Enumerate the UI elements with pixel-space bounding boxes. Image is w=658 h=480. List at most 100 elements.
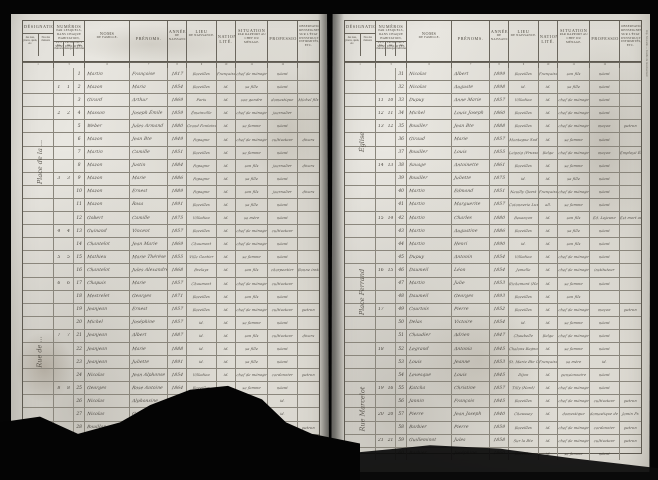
table-row[interactable]: 31 Nicolas Albert 1899 Bazeilles Française son…: [345, 68, 641, 82]
table-row[interactable]: 43 Martin Augustine 1886 Bazeilles id. sa fill…: [345, 225, 641, 239]
table-row[interactable]: 2 2 4 Masson Joseph Émile 1859 Émainville id. ch…: [23, 107, 319, 121]
cell-prenom: Marguerite: [452, 198, 490, 212]
cell-observation: patron: [298, 369, 319, 381]
table-row[interactable]: 50 Delas Victoire 1854 id. id. sa femme néant: [345, 316, 641, 330]
cell-nationalite-text: id.: [223, 229, 229, 234]
cell-maison-number: 13: [378, 123, 384, 129]
col-num: 7: [147, 63, 150, 66]
cell-profession-text: journalier: [272, 189, 293, 195]
header-annee-label: ANNÉE: [168, 29, 187, 34]
cell-annee-text: 1888: [170, 346, 184, 352]
table-row[interactable]: 7 7 21 Jeanjean Albert 1887 id. id. son fils cult…: [23, 329, 319, 343]
table-row[interactable]: 21 21 59 Guilleminot Jules 1858 Sur la Bte id. c…: [345, 434, 641, 448]
table-row[interactable]: 32 Nicolas Auguste 1898 id. id. sa fille néant: [345, 81, 641, 95]
cell-situation: sa femme: [558, 133, 591, 146]
table-row[interactable]: 40 Martin Edmond 1851 Neuilly Quest Française…: [345, 185, 641, 199]
table-row[interactable]: 44 Martin Henri 1890 id. id. son fils néant: [345, 238, 641, 252]
cell-profession-text: néant: [276, 360, 289, 365]
table-row[interactable]: 54 Levesque Louis 1845 Dijon id. pensionnaire n…: [345, 369, 641, 383]
table-row[interactable]: 7 Martin Camille 1851 Bazeilles id. sa femme né…: [23, 146, 319, 160]
cell-nom-text: Mazon: [86, 202, 103, 208]
cell-individu-number: 54: [395, 369, 406, 382]
table-row[interactable]: 18 Mestrelet Georges 1871 Bazeilles id. son fi…: [23, 290, 319, 304]
table-row[interactable]: 8 Mazon Justin 1884 Papagne id. son fils journa…: [23, 159, 319, 173]
cell-observation: [620, 317, 641, 329]
table-row[interactable]: 58 Barbier Pierre 1859 Bazeilles id. chef de m…: [345, 421, 641, 435]
cell-profession: domestique de ferme: [590, 408, 621, 421]
cell-designation: [23, 133, 54, 146]
table-row[interactable]: 6 Mazon Jean Bte 1849 Papagne id. chef de ména…: [23, 133, 319, 147]
cell-profession-text: id.: [601, 360, 608, 365]
cell-designation: [345, 434, 376, 447]
cell-numbers: 56: [376, 395, 407, 408]
cell-designation: [23, 342, 54, 356]
table-row[interactable]: 48 Daumeil Georges 1893 Bazeilles id. son fils: [345, 290, 641, 304]
table-row[interactable]: 6 6 17 Chapuis Marie 1857 Chaumont id. chef de m…: [23, 277, 319, 291]
cell-nom: Mathieu: [85, 251, 131, 264]
table-row[interactable]: 19 Jeanjean Ernest 1857 Bazeilles id. chef de …: [23, 303, 319, 317]
cell-nationalite: id.: [539, 107, 559, 120]
table-row[interactable]: 12 11 34 Michel Louis Joseph 1860 Bazeilles id.…: [345, 107, 641, 121]
table-row[interactable]: 51 Chaudier Adrien 1847 Chaubelle Belge chef d…: [345, 329, 641, 343]
cell-lieu-text: id.: [520, 242, 527, 247]
table-row[interactable]: 53 Louis Jeanne 1853 St. Marie Bte Chapelle …: [345, 356, 641, 370]
table-row[interactable]: 1 1 2 Mazon Maria 1854 Bazeilles id. sa fille néa…: [23, 81, 319, 95]
table-row[interactable]: 3 3 9 Mazon Marie 1886 Papagne id. sa fille néant: [23, 172, 319, 186]
table-row[interactable]: 5 5 15 Mathieu Marie Thérèse 1855 Ville Gontie…: [23, 251, 319, 265]
cell-profession: néant: [268, 120, 299, 133]
cell-situation: son fils: [558, 68, 591, 81]
cell-nom: Barbier: [407, 421, 453, 434]
col-num: 3: [390, 63, 392, 66]
table-row[interactable]: 16 Chantelot Jules Alexandre 1868 Brelays id.…: [23, 264, 319, 278]
table-row[interactable]: 11 10 33 Dupuy Anne Marie 1857 Villedieu id. che…: [345, 94, 641, 108]
cell-situation-text: chef de ménage: [558, 333, 590, 339]
table-row[interactable]: 14 13 38 Savage Antoinette 1861 Bazeilles id. sa…: [345, 159, 641, 173]
table-row[interactable]: 39 Bouiller Juliette 1875 id. id. sa fille néan…: [345, 172, 641, 186]
table-row[interactable]: 16 15 46 Daumeil Léon 1854 Jemelle id. chef de m…: [345, 264, 641, 278]
table-row[interactable]: 41 Martin Marguerite 1857 Cotonnerie Luxembo…: [345, 198, 641, 213]
cell-lieu-text: Cotonnerie Luxembourg: [509, 202, 539, 208]
cell-lieu-text: Bazeilles: [514, 307, 533, 312]
cell-designation: [23, 356, 54, 369]
table-row[interactable]: 17 49 Courtois Pierre 1852 Bazeilles id. chef d…: [345, 303, 641, 317]
table-row[interactable]: 23 Jeanjean Juliette 1891 id. id. sa fille néan…: [23, 356, 319, 370]
table-row[interactable]: 13 12 35 Bouiller Jean Bte 1888 Bazeilles id. ch…: [345, 120, 641, 134]
cell-profession-text: cultivateur: [271, 281, 294, 286]
table-row[interactable]: 56 Jannin François 1845 Bazeilles id. chef de …: [345, 395, 641, 409]
cell-annee: 1817: [168, 68, 188, 81]
table-row[interactable]: 15 14 42 Martin Charles 1880 Besançon id. son fi…: [345, 212, 641, 226]
cell-nom-text: Weber: [86, 123, 103, 129]
cell-lieu-text: Bazeilles: [514, 294, 533, 299]
table-row[interactable]: 19 16 55 Katcha Christine 1857 Tilly (Nord) id.…: [345, 382, 641, 396]
table-row[interactable]: 12 Gobert Camille 1875 Villedieu id. sa mère né…: [23, 212, 319, 226]
table-row[interactable]: 4 4 13 Guinand Vincent 1857 Bazeilles id. chef d…: [23, 225, 319, 239]
cell-lieu-text: Bazeilles: [192, 294, 211, 299]
table-row[interactable]: 11 Mazon Rosa 1891 Bazeilles id. sa fille néant: [23, 198, 319, 213]
cell-profession-text: cultivateur: [593, 438, 616, 443]
cell-profession: néant: [590, 68, 621, 81]
table-row[interactable]: 10 Mazon Ernest 1889 Papagne id. son fils journ…: [23, 185, 319, 199]
table-row[interactable]: 20 Michel Joséphine 1857 id. id. sa femme néant: [23, 316, 319, 330]
cell-profession: id.: [268, 395, 299, 408]
cell-prenom-text: François: [453, 398, 475, 405]
table-row[interactable]: 14 Chantelot Jean Marie 1869 Chaumont id. chef…: [23, 238, 319, 252]
table-row[interactable]: 3 Girard Arthur 1869 Paris id. son gendre domes…: [23, 94, 319, 108]
cell-lieu: Bazeilles: [187, 146, 217, 159]
cell-nationalite-text: id.: [223, 242, 229, 247]
place-label-left-1: Place de la ...: [36, 139, 45, 185]
cell-prenom: Camille: [130, 146, 168, 159]
table-row[interactable]: 45 Dupuy Antonin 1854 Villedieu id. chef de mé…: [345, 251, 641, 265]
table-row[interactable]: 20 20 57 Pierre Jean Joseph 1840 Chaussey id. do…: [345, 408, 641, 422]
cell-nom-text: Chapuis: [86, 280, 107, 287]
table-row[interactable]: 37 Bouiller Louis 1855 Leipzig (Prusse) Belge…: [345, 146, 641, 160]
cell-individu-number: 52: [395, 342, 406, 356]
table-row[interactable]: 1 Martin Françoise 1817 Bazeilles Française ch…: [23, 68, 319, 82]
table-row[interactable]: 36 Giraud Marie 1857 Montagne Sud id. sa femme…: [345, 133, 641, 147]
table-row[interactable]: 22 Jeanjean Marie 1888 id. id. sa fille néant: [23, 342, 319, 357]
cell-lieu-text: Richemont (Haute S.): [509, 281, 539, 286]
table-row[interactable]: 24 Nicolas Jean Alphonse 1854 Villedieu id. ch…: [23, 369, 319, 383]
table-row[interactable]: 5 Weber Jules Armand 1880 Grand Fontaine id. s…: [23, 120, 319, 134]
